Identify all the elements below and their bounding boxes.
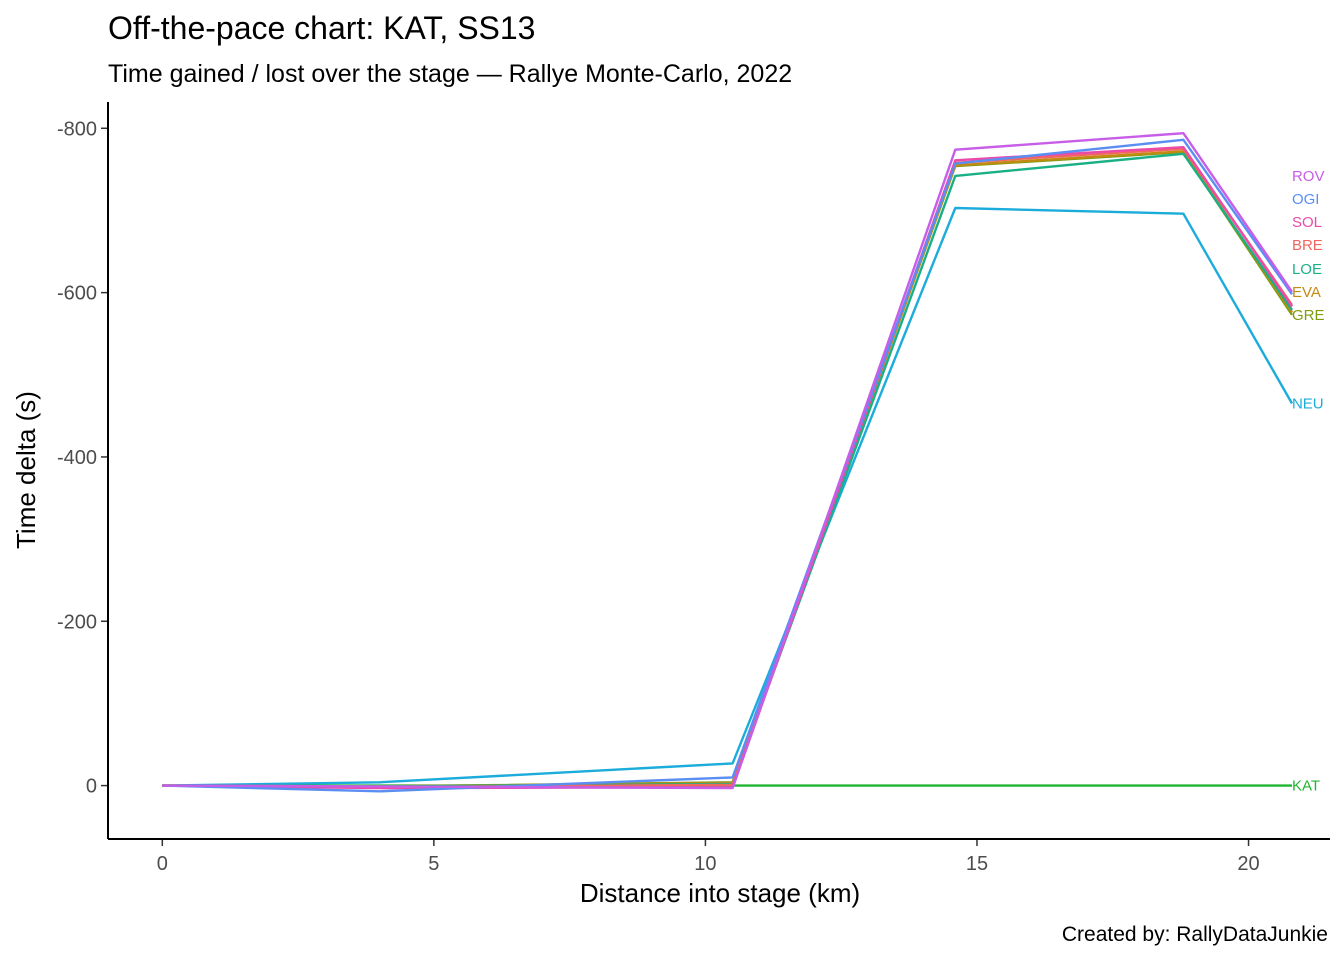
series-label-neu: NEU xyxy=(1292,396,1324,413)
y-tick-label: 0 xyxy=(86,776,97,798)
x-tick-label: 10 xyxy=(694,853,716,875)
series-line-sol xyxy=(162,145,1293,790)
x-tick-label: 15 xyxy=(966,853,988,875)
y-tick-label: -200 xyxy=(57,611,97,633)
series-label-ogi: OGI xyxy=(1292,191,1320,208)
x-axis-title: Distance into stage (km) xyxy=(580,878,860,908)
y-tick-label: -800 xyxy=(57,118,97,140)
y-tick-label: -400 xyxy=(57,447,97,469)
y-tick-label: -600 xyxy=(57,283,97,305)
plot-area: 0 -200 -400 -600 -800 0 5 10 15 20 ROV OGI SOL BRE LOE… xyxy=(57,118,1325,875)
x-tick-label: 5 xyxy=(428,853,439,875)
x-tick-label: 20 xyxy=(1237,853,1259,875)
series-label-rov: ROV xyxy=(1292,168,1325,185)
series-label-sol: SOL xyxy=(1292,214,1322,231)
series-line-rov xyxy=(162,131,1293,790)
series-label-kat: KAT xyxy=(1292,778,1320,795)
series-line-bre xyxy=(162,147,1293,789)
series-line-ogi xyxy=(162,138,1293,793)
chart-subtitle: Time gained / lost over the stage — Rall… xyxy=(108,60,792,88)
series-line-eva xyxy=(162,150,1293,788)
chart-caption: Created by: RallyDataJunkie xyxy=(1062,923,1328,946)
x-tick-label: 0 xyxy=(157,853,168,875)
series-label-bre: BRE xyxy=(1292,237,1323,254)
series-line-loe xyxy=(162,152,1293,788)
series-line-neu xyxy=(162,206,1294,787)
series-label-gre: GRE xyxy=(1292,307,1325,324)
series-line-gre xyxy=(162,150,1293,788)
series-label-eva: EVA xyxy=(1292,284,1321,301)
chart-title: Off-the-pace chart: KAT, SS13 xyxy=(108,10,535,46)
y-axis-title: Time delta (s) xyxy=(11,391,41,549)
series-label-loe: LOE xyxy=(1292,261,1322,278)
